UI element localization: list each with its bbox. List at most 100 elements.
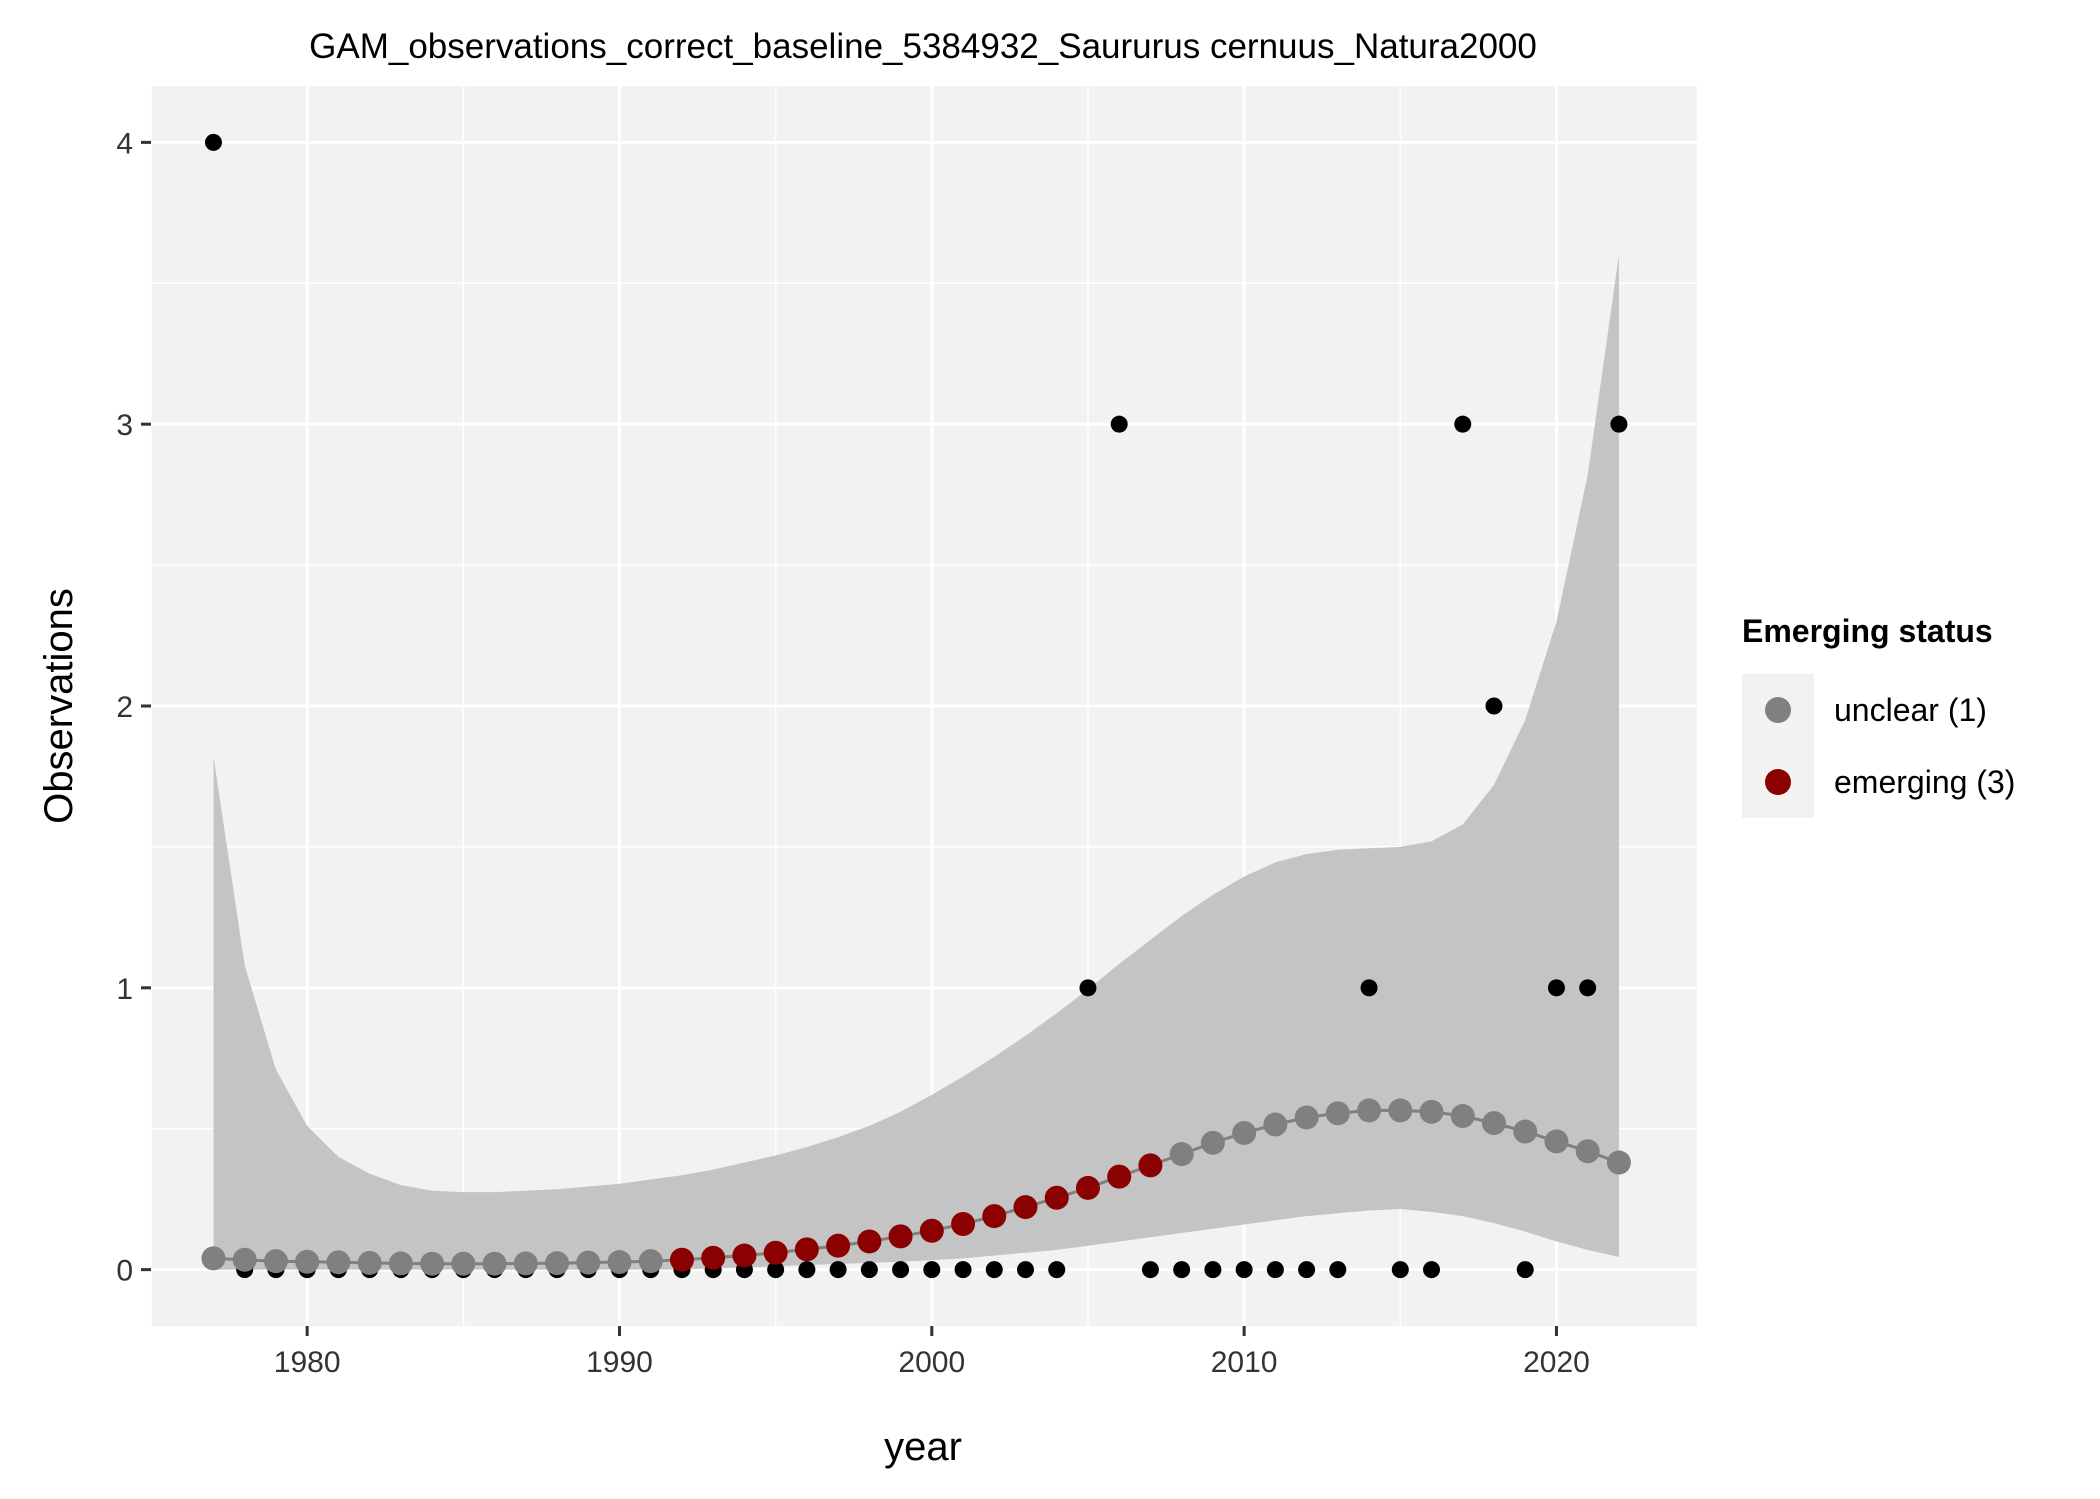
fit-point-unclear <box>1513 1119 1538 1144</box>
fit-point-emerging <box>794 1237 819 1262</box>
fit-point-unclear <box>1232 1120 1257 1145</box>
fit-point-unclear <box>326 1250 351 1275</box>
fit-point-unclear <box>263 1249 288 1274</box>
fit-point-unclear <box>1450 1104 1475 1129</box>
fit-point-unclear <box>1294 1105 1319 1130</box>
fit-point-unclear <box>1357 1098 1382 1123</box>
observed-point <box>829 1261 847 1279</box>
fit-point-emerging <box>919 1218 944 1243</box>
observed-point <box>1579 979 1597 997</box>
fit-point-emerging <box>701 1245 726 1270</box>
fit-point-unclear <box>1200 1130 1225 1155</box>
fit-point-unclear <box>1388 1098 1413 1123</box>
observed-point <box>1423 1261 1441 1279</box>
observed-point <box>1391 1261 1409 1279</box>
x-tick-label: 1990 <box>586 1346 653 1379</box>
fit-point-unclear <box>545 1251 570 1276</box>
legend-key-unclear <box>1765 697 1791 723</box>
fit-point-unclear <box>1263 1112 1288 1137</box>
legend: Emerging status unclear (1) emerging (3) <box>1742 613 2015 818</box>
fit-point-emerging <box>1138 1153 1163 1178</box>
fit-point-unclear <box>1606 1150 1631 1175</box>
observed-point <box>1516 1261 1534 1279</box>
legend-key-emerging <box>1765 769 1791 795</box>
fit-point-emerging <box>763 1240 788 1265</box>
observed-point <box>1141 1261 1159 1279</box>
fit-points <box>201 1098 1631 1276</box>
fit-point-unclear <box>513 1251 538 1276</box>
fit-point-emerging <box>951 1211 976 1236</box>
y-axis: 0 1 2 3 4 <box>116 127 151 1288</box>
fit-point-unclear <box>1419 1099 1444 1124</box>
fit-point-unclear <box>576 1250 601 1275</box>
observed-point <box>985 1261 1003 1279</box>
fit-point-unclear <box>357 1250 382 1275</box>
fit-point-emerging <box>1013 1195 1038 1220</box>
observed-point <box>1173 1261 1191 1279</box>
fit-point-unclear <box>388 1251 413 1276</box>
legend-title: Emerging status <box>1742 613 1993 649</box>
confidence-ribbon <box>213 255 1619 1270</box>
fit-point-unclear <box>1325 1101 1350 1126</box>
fit-point-unclear <box>1169 1142 1194 1167</box>
y-axis-title: Observations <box>37 588 81 824</box>
observed-point <box>1360 979 1378 997</box>
fit-point-unclear <box>295 1249 320 1274</box>
x-tick-label: 2020 <box>1523 1346 1590 1379</box>
observed-point <box>1298 1261 1316 1279</box>
fit-point-emerging <box>1044 1185 1069 1210</box>
fit-point-emerging <box>888 1224 913 1249</box>
fit-point-emerging <box>1075 1175 1100 1200</box>
observed-point <box>1204 1261 1222 1279</box>
fit-point-unclear <box>638 1249 663 1274</box>
x-tick-label: 1980 <box>274 1346 341 1379</box>
fit-line <box>213 1108 1620 1266</box>
y-tick-label: 0 <box>116 1255 133 1288</box>
y-tick-label: 1 <box>116 973 133 1006</box>
fit-point-unclear <box>1544 1129 1569 1154</box>
fit-point-emerging <box>826 1233 851 1258</box>
fit-point-unclear <box>1481 1111 1506 1136</box>
x-tick-label: 2000 <box>898 1346 965 1379</box>
fit-point-unclear <box>1575 1139 1600 1164</box>
observed-point <box>1266 1261 1284 1279</box>
observed-point <box>1048 1261 1066 1279</box>
x-axis-title: year <box>884 1425 962 1469</box>
legend-label-unclear: unclear (1) <box>1834 692 1987 728</box>
x-tick-label: 2010 <box>1211 1346 1278 1379</box>
observed-point <box>798 1261 816 1279</box>
fit-point-unclear <box>451 1251 476 1276</box>
fit-point-emerging <box>1107 1164 1132 1189</box>
y-tick-label: 3 <box>116 409 133 442</box>
fit-point-emerging <box>669 1247 694 1272</box>
x-axis: 1980 1990 2000 2010 2020 <box>274 1326 1590 1379</box>
observed-point <box>954 1261 972 1279</box>
y-tick-label: 4 <box>116 127 133 160</box>
observed-point <box>1235 1261 1253 1279</box>
fit-point-unclear <box>201 1246 226 1271</box>
fit-point-unclear <box>420 1251 445 1276</box>
observed-point <box>1610 415 1628 433</box>
observed-point <box>1485 697 1503 715</box>
observed-point <box>204 133 222 151</box>
legend-label-emerging: emerging (3) <box>1834 764 2015 800</box>
fit-point-emerging <box>857 1229 882 1254</box>
observed-point <box>1017 1261 1035 1279</box>
fit-point-emerging <box>732 1243 757 1268</box>
observed-point <box>1079 979 1097 997</box>
fit-point-emerging <box>982 1204 1007 1229</box>
observed-point <box>1329 1261 1347 1279</box>
observed-point <box>1110 415 1128 433</box>
observed-point <box>860 1261 878 1279</box>
legend-key-background <box>1742 674 1814 818</box>
y-tick-label: 2 <box>116 691 133 724</box>
observed-point <box>767 1261 785 1279</box>
fit-point-unclear <box>232 1247 257 1272</box>
observed-point <box>1454 415 1472 433</box>
observed-point <box>892 1261 910 1279</box>
fit-point-unclear <box>607 1250 632 1275</box>
fit-point-unclear <box>482 1251 507 1276</box>
observed-point <box>1547 979 1565 997</box>
chart-title: GAM_observations_correct_baseline_538493… <box>309 27 1537 66</box>
